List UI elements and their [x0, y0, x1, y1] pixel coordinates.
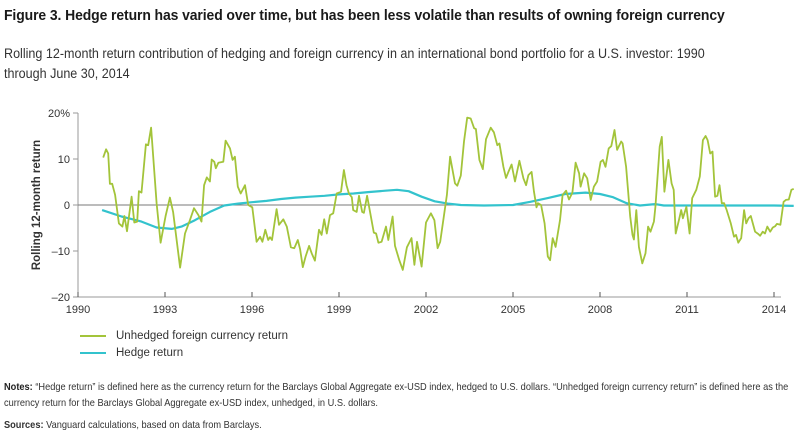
series-line-hedge: [101, 188, 794, 230]
notes: Notes: “Hedge return” is defined here as…: [4, 380, 809, 411]
y-tick-label: 10: [58, 154, 70, 166]
legend-item-hedge: Hedge return: [80, 344, 288, 361]
x-tick-label: 2008: [588, 304, 612, 316]
x-tick-label: 1990: [66, 304, 90, 316]
x-tick-label: 1993: [153, 304, 177, 316]
x-tick-label: 1999: [327, 304, 351, 316]
sources-label: Sources:: [4, 419, 44, 431]
y-tick-label: 0: [64, 200, 70, 212]
figure-subtitle: Rolling 12-month return contribution of …: [4, 46, 705, 81]
x-tick-label: 1996: [240, 304, 264, 316]
x-tick-label: 2014: [762, 304, 786, 316]
legend-swatch-unhedged: [80, 334, 106, 337]
sources: Sources: Vanguard calculations, based on…: [4, 419, 262, 431]
y-tick-label: 20%: [48, 108, 70, 120]
y-tick-label: –20: [52, 292, 70, 304]
figure-title: Figure 3. Hedge return has varied over t…: [4, 7, 725, 24]
series-layer: [101, 116, 795, 271]
x-tick-label: 2002: [414, 304, 438, 316]
sources-text: Vanguard calculations, based on data fro…: [43, 419, 262, 431]
x-tick-label: 2011: [675, 304, 699, 316]
legend-swatch-hedge: [80, 351, 106, 354]
series-line-unhedged: [102, 116, 795, 271]
legend-label-hedge: Hedge return: [116, 346, 184, 359]
legend-item-unhedged: Unhedged foreign currency return: [80, 327, 288, 344]
notes-label: Notes:: [4, 381, 33, 393]
x-tick-label: 2005: [501, 304, 525, 316]
legend-label-unhedged: Unhedged foreign currency return: [116, 329, 288, 342]
notes-text: “Hedge return” is defined here as the cu…: [4, 381, 789, 409]
y-axis-label: Rolling 12-month return: [31, 140, 43, 270]
y-tick-label: –10: [52, 246, 70, 258]
legend: Unhedged foreign currency return Hedge r…: [80, 327, 288, 361]
